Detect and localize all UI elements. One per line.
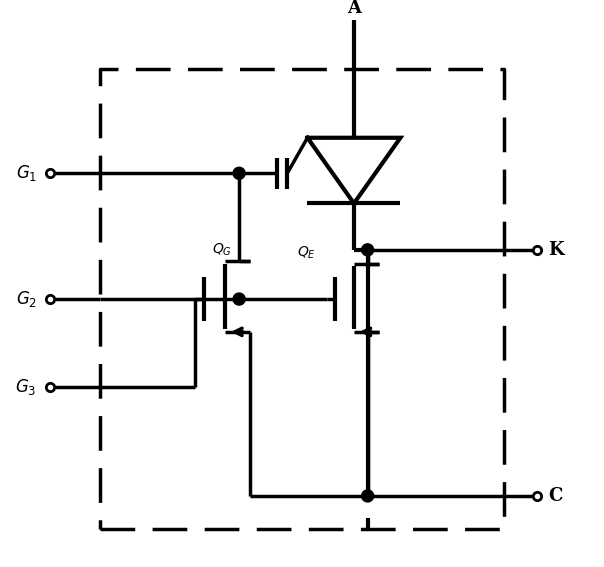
Text: $G_1$: $G_1$ <box>16 163 37 183</box>
Text: $G_2$: $G_2$ <box>16 289 37 309</box>
Text: A: A <box>347 0 361 18</box>
Text: $G_3$: $G_3$ <box>16 376 37 396</box>
Text: K: K <box>548 241 564 259</box>
Circle shape <box>362 244 374 256</box>
Text: $Q_G$: $Q_G$ <box>212 242 232 258</box>
Text: C: C <box>548 487 562 505</box>
Circle shape <box>233 293 245 305</box>
Text: $Q_E$: $Q_E$ <box>297 244 316 261</box>
Circle shape <box>362 490 374 502</box>
Circle shape <box>233 167 245 179</box>
